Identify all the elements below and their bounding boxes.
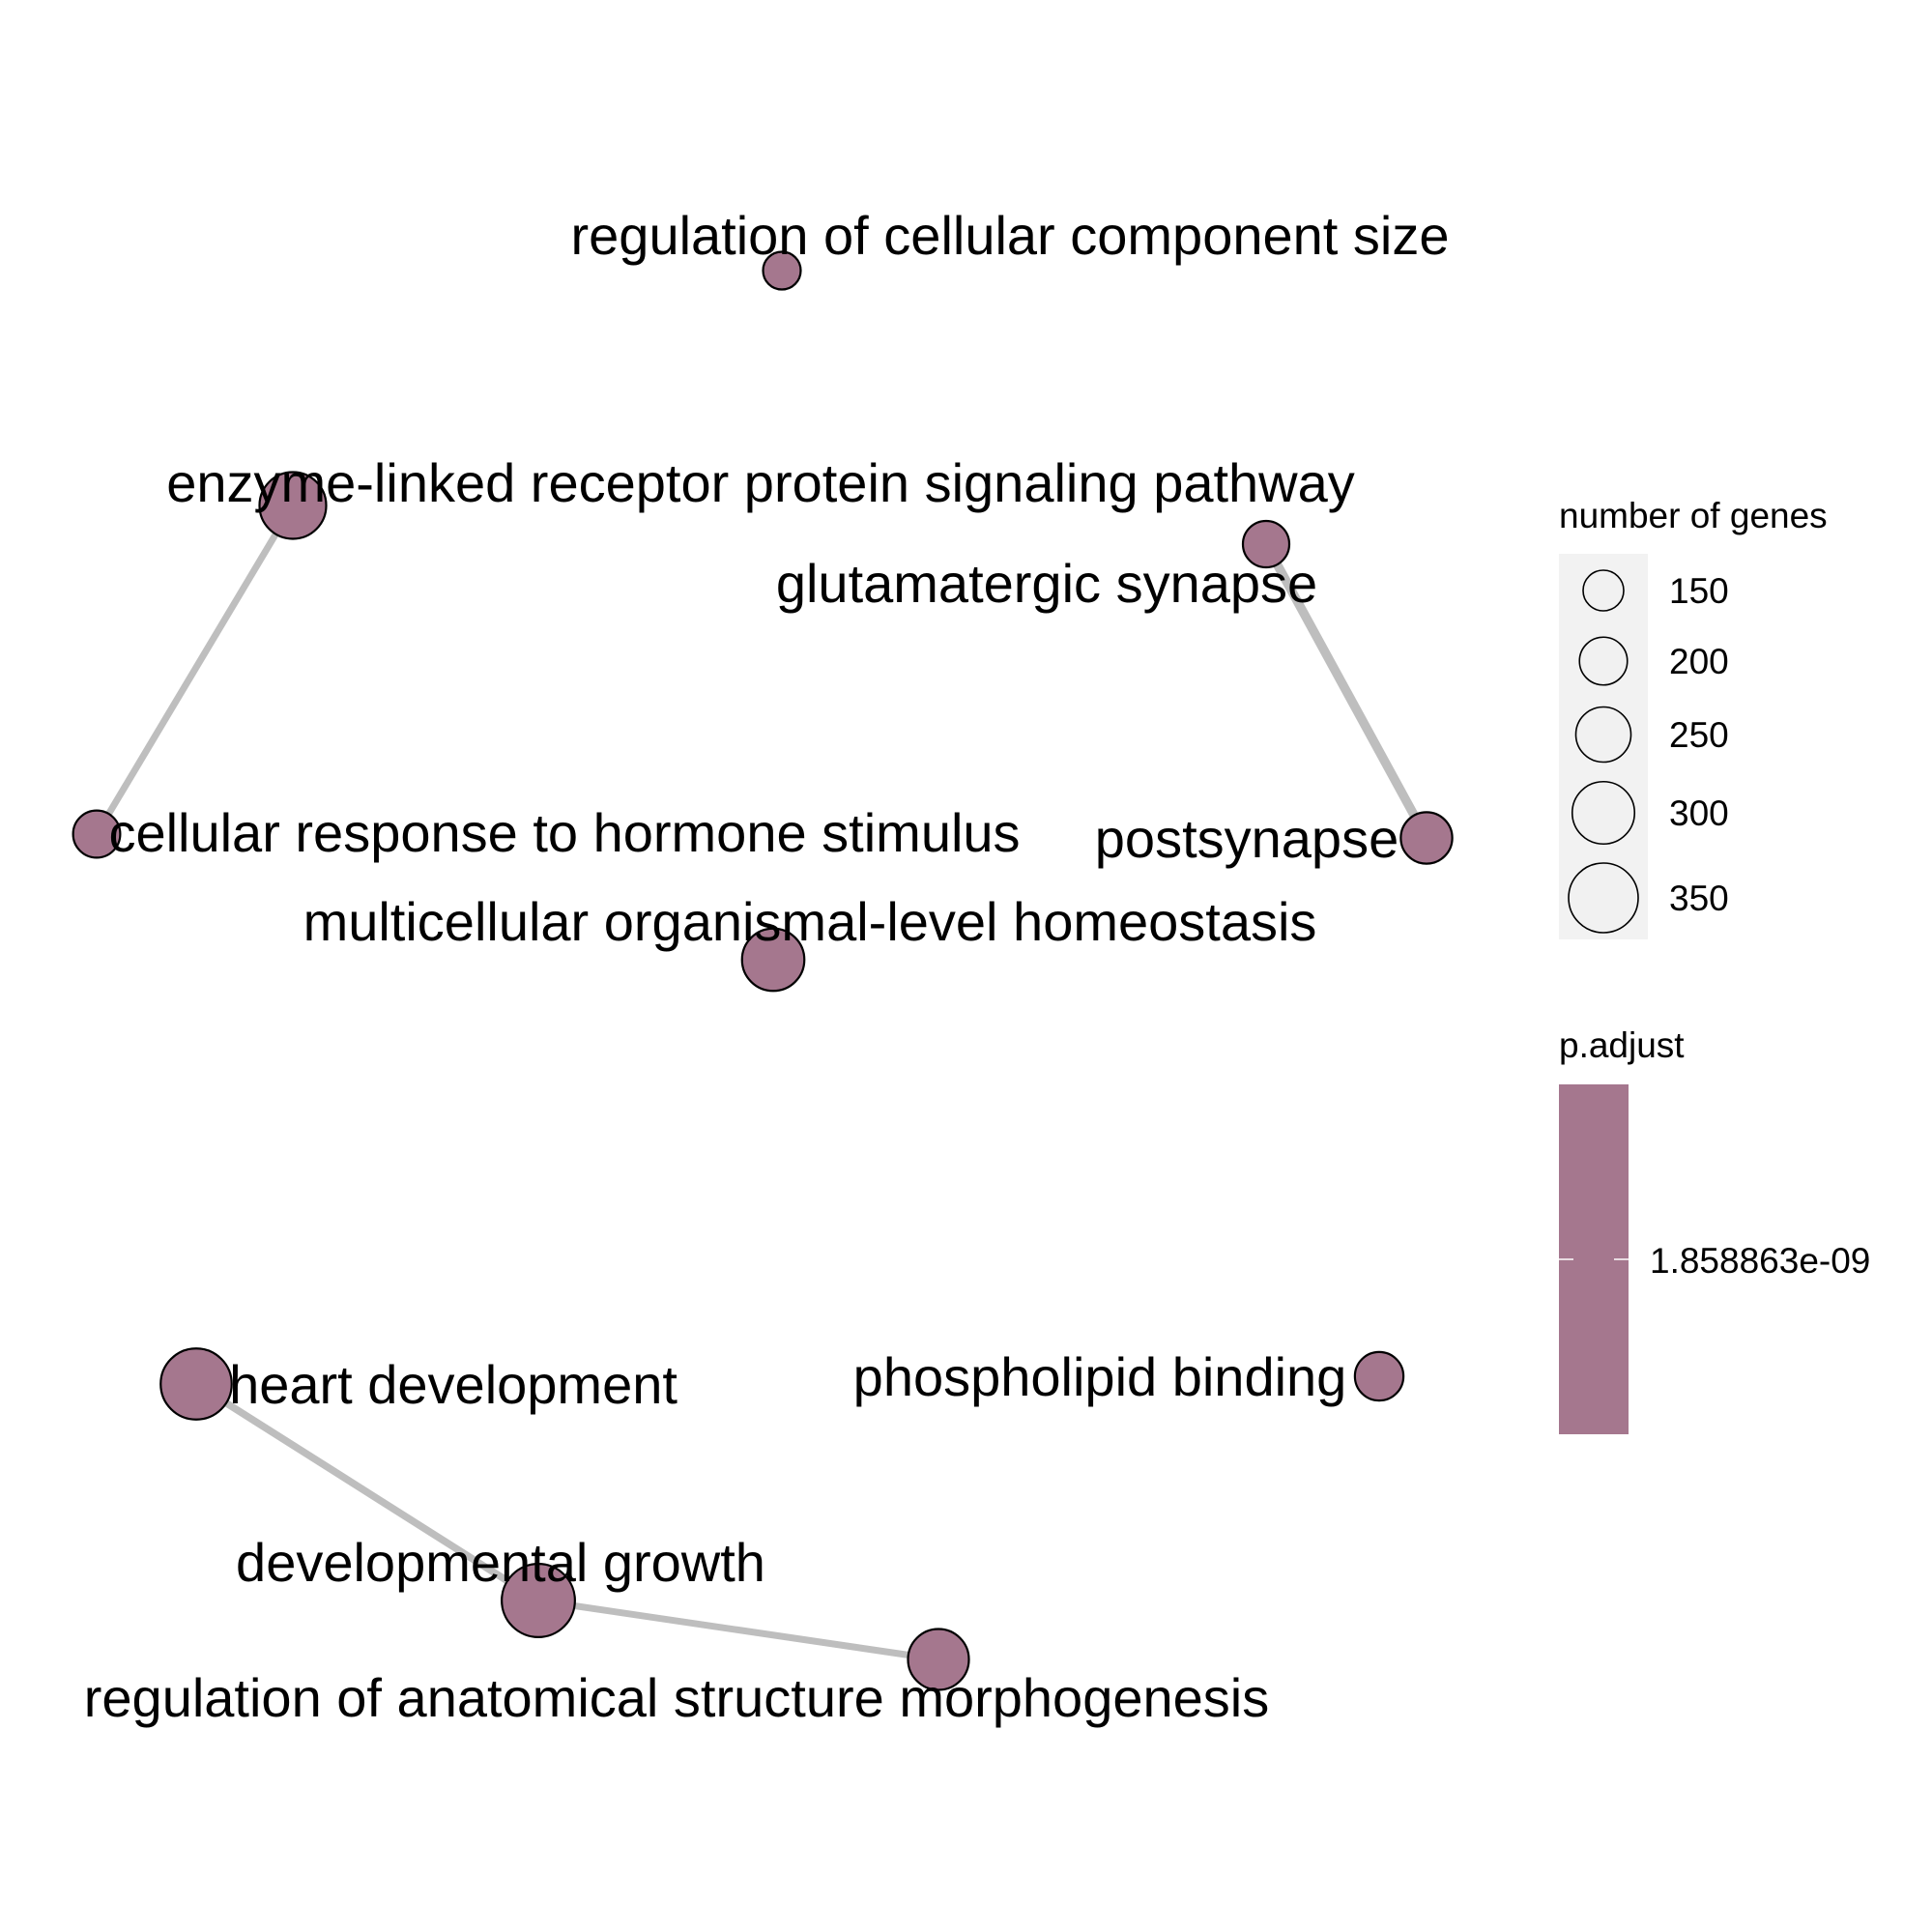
node-heart_development[interactable] bbox=[159, 1347, 233, 1421]
node-label-enzyme_linked_receptor: enzyme-linked receptor protein signaling… bbox=[166, 452, 1355, 513]
node-label-multicellular_homeostasis: multicellular organismal-level homeostas… bbox=[303, 891, 1317, 952]
node-regulation_of_cellular_component_size[interactable] bbox=[762, 250, 802, 291]
labels-layer: regulation of cellular component size enz… bbox=[84, 205, 1450, 1728]
node-label-regulation_of_anatomical_morphogenesis: regulation of anatomical structure morph… bbox=[84, 1667, 1269, 1728]
size-legend-key-circle bbox=[1568, 862, 1639, 934]
size-legend-key-label: 300 bbox=[1669, 793, 1729, 833]
nodes-layer bbox=[72, 250, 1454, 1691]
node-label-glutamatergic_synapse: glutamatergic synapse bbox=[776, 553, 1317, 614]
edge-glutamatergic_synapse-postsynapse bbox=[1261, 541, 1431, 841]
node-cellular_response_to_hormone[interactable] bbox=[72, 809, 122, 859]
size-legend-key-circle bbox=[1578, 636, 1629, 686]
size-legend-key-label: 200 bbox=[1669, 642, 1729, 681]
size-legend-key-label: 350 bbox=[1669, 879, 1729, 918]
edge-enzyme_linked_receptor-cellular_response_to_hormone bbox=[93, 504, 297, 836]
node-label-cellular_response_to_hormone: cellular response to hormone stimulus bbox=[108, 802, 1020, 863]
node-label-phospholipid_binding: phospholipid binding bbox=[853, 1346, 1347, 1407]
size-legend-key-label: 250 bbox=[1669, 715, 1729, 755]
node-developmental_growth[interactable] bbox=[501, 1563, 576, 1638]
size-legend-title: number of genes bbox=[1559, 496, 1828, 535]
node-glutamatergic_synapse[interactable] bbox=[1241, 519, 1291, 569]
node-label-developmental_growth: developmental growth bbox=[236, 1532, 765, 1593]
node-regulation_of_anatomical_morphogenesis[interactable] bbox=[907, 1628, 970, 1691]
node-postsynapse[interactable] bbox=[1399, 811, 1454, 865]
edge-heart_development-developmental_growth bbox=[193, 1380, 541, 1604]
edges-layer bbox=[93, 504, 1431, 1663]
size-legend-key-circle bbox=[1571, 780, 1636, 846]
color-legend-title: p.adjust bbox=[1559, 1025, 1685, 1065]
color-bar-tick-label: 1.858863e-09 bbox=[1650, 1241, 1870, 1281]
size-legend-keys: 150 200 250 300 350 bbox=[1568, 569, 1729, 934]
node-multicellular_homeostasis[interactable] bbox=[740, 927, 806, 993]
node-label-postsynapse: postsynapse bbox=[1095, 808, 1399, 869]
size-legend-key-circle bbox=[1574, 706, 1632, 764]
size-legend: number of genes 150 200 250 300 350 bbox=[1559, 496, 1828, 939]
node-phospholipid_binding[interactable] bbox=[1353, 1350, 1405, 1402]
edge-developmental_growth-regulation_of_anatomical_morphogenesis bbox=[537, 1597, 939, 1663]
node-enzyme_linked_receptor[interactable] bbox=[258, 471, 328, 540]
size-legend-key-circle bbox=[1582, 569, 1625, 612]
node-label-regulation_of_cellular_component_size: regulation of cellular component size bbox=[571, 205, 1450, 266]
color-legend: p.adjust 1.858863e-09 bbox=[1559, 1025, 1870, 1434]
node-label-heart_development: heart development bbox=[229, 1354, 678, 1415]
size-legend-key-label: 150 bbox=[1669, 571, 1729, 611]
